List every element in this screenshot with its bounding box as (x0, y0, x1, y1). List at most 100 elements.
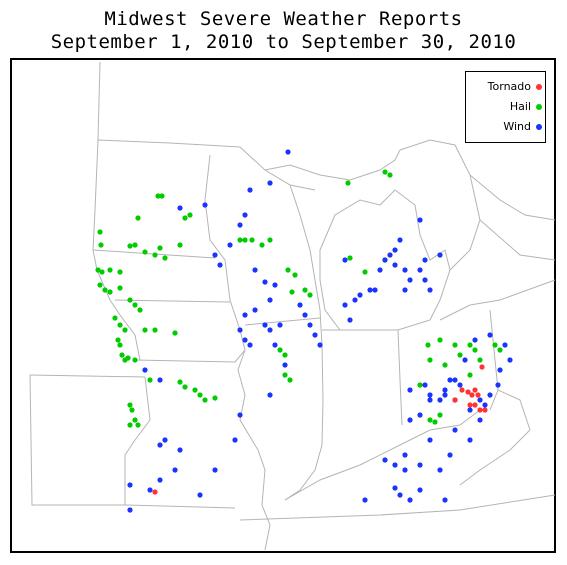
indiana-ohio-border (397, 329, 403, 426)
hail-report-marker (117, 269, 123, 275)
wind-report-marker (427, 287, 433, 293)
iowa-north-border (114, 299, 231, 303)
wind-report-marker (447, 452, 453, 458)
map-title-line-2: September 1, 2010 to September 30, 2010 (50, 31, 517, 53)
wind-report-marker (237, 327, 243, 333)
west-virginia-border (459, 389, 531, 486)
wind-report-marker (427, 392, 433, 398)
wind-report-marker (147, 487, 153, 493)
hail-report-marker (177, 379, 183, 385)
tornado-report-marker (475, 392, 481, 398)
hail-report-marker (437, 412, 443, 418)
tornado-report-marker (477, 407, 483, 413)
wind-report-marker (277, 322, 283, 328)
tornado-report-marker (469, 392, 475, 398)
mississippi-river (229, 299, 271, 551)
wind-marker-icon (536, 124, 542, 130)
hail-report-marker (467, 372, 473, 378)
hail-report-marker (159, 193, 165, 199)
wind-report-marker (352, 297, 358, 303)
hail-report-marker (182, 384, 188, 390)
wind-report-marker (442, 497, 448, 503)
hail-report-marker (287, 377, 293, 383)
wind-report-marker (342, 302, 348, 308)
hail-report-marker (285, 267, 291, 273)
hail-report-marker (277, 347, 283, 353)
hail-report-marker (102, 287, 108, 293)
hail-report-marker (117, 322, 123, 328)
wind-report-marker (392, 247, 398, 253)
hail-report-marker (427, 417, 433, 423)
hail-report-marker (172, 330, 178, 336)
tornado-report-marker (479, 364, 485, 370)
wind-report-marker (317, 342, 323, 348)
wind-report-marker (242, 337, 248, 343)
wind-report-marker (417, 412, 423, 418)
tornado-report-marker (467, 402, 473, 408)
hail-report-marker (187, 212, 193, 218)
hail-report-marker (192, 387, 198, 393)
hail-report-marker (132, 417, 138, 423)
wind-report-marker (262, 279, 268, 285)
hail-report-marker (127, 297, 133, 303)
hail-report-marker (477, 357, 483, 363)
wind-report-marker (437, 467, 443, 473)
hail-report-marker (132, 357, 138, 363)
wind-report-marker (372, 287, 378, 293)
hail-report-marker (135, 422, 141, 428)
hail-report-marker (152, 327, 158, 333)
hail-report-marker (452, 342, 458, 348)
iowa-south-border (134, 349, 246, 363)
hail-report-marker (129, 407, 135, 413)
legend-label-wind: Wind (503, 120, 531, 133)
wind-report-marker (297, 302, 303, 308)
wind-report-marker (157, 477, 163, 483)
hail-report-marker (302, 287, 308, 293)
ohio-river (284, 409, 481, 501)
hail-report-marker (425, 342, 431, 348)
legend: Tornado Hail Wind (465, 71, 546, 143)
hail-report-marker (237, 237, 243, 243)
wind-report-marker (127, 482, 133, 488)
hail-report-marker (127, 243, 133, 249)
hail-report-marker (242, 237, 248, 243)
wind-report-marker (272, 282, 278, 288)
tennessee-kentucky-border (239, 494, 556, 521)
hail-report-marker (135, 215, 141, 221)
wind-report-marker (262, 322, 268, 328)
wind-report-marker (267, 297, 273, 303)
wind-report-marker (347, 317, 353, 323)
hail-report-marker (152, 252, 158, 258)
hail-report-marker (177, 242, 183, 248)
wind-report-marker (177, 205, 183, 211)
michigan-upper-peninsula (264, 149, 401, 181)
lake-superior-north-shore (239, 146, 316, 191)
west-boundary (92, 61, 101, 271)
hail-report-marker (127, 422, 133, 428)
wind-report-marker (342, 257, 348, 263)
ontario-shore (469, 174, 556, 221)
wind-report-marker (242, 312, 248, 318)
legend-item-wind: Wind (466, 120, 545, 134)
tornado-report-marker (459, 387, 465, 393)
wind-report-marker (232, 437, 238, 443)
wind-report-marker (397, 237, 403, 243)
hail-report-marker (125, 355, 131, 361)
hail-report-marker (122, 327, 128, 333)
nebraska-kansas-border (29, 374, 146, 378)
legend-label-hail: Hail (509, 100, 531, 113)
hail-report-marker (289, 289, 295, 295)
wind-report-marker (162, 437, 168, 443)
wind-report-marker (407, 417, 413, 423)
hail-report-marker (97, 282, 103, 288)
wind-report-marker (267, 392, 273, 398)
hail-report-marker (427, 357, 433, 363)
kansas-boundary (29, 374, 125, 506)
hail-report-marker (345, 180, 351, 186)
hail-report-marker (249, 237, 255, 243)
wind-report-marker (487, 392, 493, 398)
wind-report-marker (127, 507, 133, 513)
tornado-report-marker (472, 387, 478, 393)
wind-report-marker (452, 377, 458, 383)
lake-ontario-shore (479, 219, 556, 261)
